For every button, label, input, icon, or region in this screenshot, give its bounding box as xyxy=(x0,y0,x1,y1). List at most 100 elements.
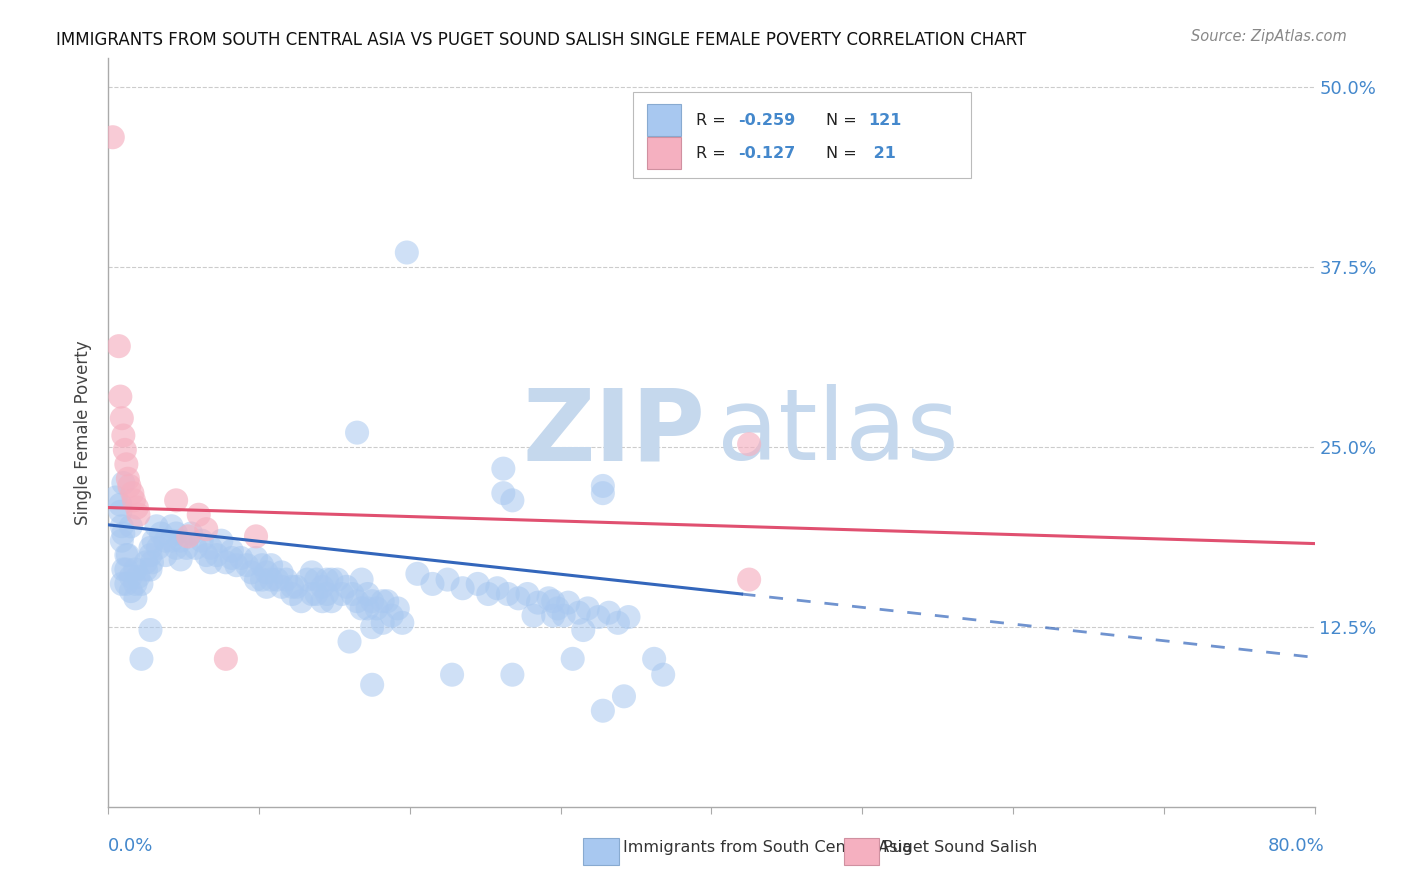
Point xyxy=(101,130,124,145)
Point xyxy=(281,580,304,594)
Point xyxy=(441,667,464,681)
Text: N =: N = xyxy=(827,112,862,128)
Point xyxy=(200,555,222,569)
Point xyxy=(141,555,163,569)
Point xyxy=(256,580,278,594)
Point xyxy=(346,594,368,608)
Point xyxy=(522,608,544,623)
Text: Immigrants from South Central Asia: Immigrants from South Central Asia xyxy=(623,840,911,855)
Point xyxy=(187,508,209,522)
Point xyxy=(127,508,149,522)
Point xyxy=(285,580,308,594)
Text: 21: 21 xyxy=(869,145,896,161)
Point xyxy=(165,541,187,555)
Point xyxy=(111,411,134,425)
Point xyxy=(111,519,134,533)
Point xyxy=(117,548,139,562)
Text: 121: 121 xyxy=(869,112,901,128)
Point xyxy=(301,587,323,601)
Point xyxy=(371,615,394,630)
FancyBboxPatch shape xyxy=(633,92,970,178)
Point xyxy=(339,634,361,648)
Point xyxy=(330,587,353,601)
Point xyxy=(270,580,292,594)
Point xyxy=(176,541,198,555)
Text: atlas: atlas xyxy=(717,384,959,481)
Point xyxy=(361,678,384,692)
Point xyxy=(125,500,148,515)
Point xyxy=(184,541,207,555)
Point xyxy=(111,533,134,548)
Point xyxy=(501,493,523,508)
Point xyxy=(150,526,173,541)
Point xyxy=(451,581,474,595)
Point xyxy=(155,548,177,562)
Point xyxy=(139,623,162,637)
Point xyxy=(346,425,368,440)
Point xyxy=(195,548,218,562)
Point xyxy=(115,562,138,576)
Point xyxy=(139,548,162,562)
Point xyxy=(492,486,515,500)
Point xyxy=(467,577,489,591)
Point xyxy=(496,587,519,601)
Point xyxy=(135,555,157,569)
Text: R =: R = xyxy=(696,112,731,128)
Point xyxy=(738,573,761,587)
Point xyxy=(225,558,247,573)
Point xyxy=(592,704,614,718)
Point xyxy=(356,601,378,615)
Point xyxy=(169,533,191,548)
Point xyxy=(607,615,630,630)
Point xyxy=(316,587,339,601)
Point xyxy=(375,594,398,608)
Point xyxy=(406,566,429,581)
Point xyxy=(541,608,564,623)
Point xyxy=(131,652,153,666)
Point xyxy=(270,566,292,580)
Point xyxy=(508,591,530,606)
Point xyxy=(177,529,200,543)
Point xyxy=(115,577,138,591)
Point xyxy=(371,594,394,608)
Point xyxy=(215,555,238,569)
Point xyxy=(145,519,167,533)
Point xyxy=(112,428,135,442)
Point xyxy=(311,580,333,594)
Point xyxy=(321,573,343,587)
Point xyxy=(541,594,564,608)
Point xyxy=(260,558,283,573)
Point xyxy=(492,461,515,475)
Point xyxy=(169,552,191,566)
FancyBboxPatch shape xyxy=(648,104,682,136)
Point xyxy=(245,573,267,587)
Point xyxy=(281,587,304,601)
Point xyxy=(245,529,267,543)
Point xyxy=(422,577,444,591)
Point xyxy=(301,566,323,580)
Point xyxy=(205,548,228,562)
Point xyxy=(356,587,378,601)
Point xyxy=(335,580,357,594)
Point xyxy=(110,498,132,512)
Point xyxy=(290,594,312,608)
Text: IMMIGRANTS FROM SOUTH CENTRAL ASIA VS PUGET SOUND SALISH SINGLE FEMALE POVERTY C: IMMIGRANTS FROM SOUTH CENTRAL ASIA VS PU… xyxy=(56,31,1026,49)
Point xyxy=(245,551,267,566)
Text: Source: ZipAtlas.com: Source: ZipAtlas.com xyxy=(1191,29,1347,44)
Point xyxy=(155,533,177,548)
Point xyxy=(160,533,183,548)
Point xyxy=(321,594,343,608)
Point xyxy=(190,533,212,548)
Text: -0.127: -0.127 xyxy=(738,145,796,161)
Point xyxy=(395,245,418,260)
Point xyxy=(572,623,595,637)
Point xyxy=(592,479,614,493)
Point xyxy=(240,566,263,580)
Point xyxy=(260,573,283,587)
Point xyxy=(305,573,328,587)
Point xyxy=(112,476,135,491)
Point xyxy=(316,573,339,587)
Point xyxy=(146,541,169,555)
Point xyxy=(592,486,614,500)
Point xyxy=(342,587,364,601)
